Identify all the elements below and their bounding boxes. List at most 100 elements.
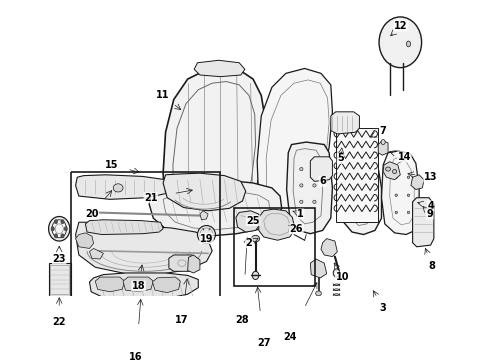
- Ellipse shape: [394, 176, 397, 179]
- Ellipse shape: [365, 208, 367, 210]
- Bar: [48, 263, 71, 296]
- Ellipse shape: [54, 234, 58, 238]
- Polygon shape: [257, 68, 332, 227]
- Text: 6: 6: [319, 176, 325, 186]
- Polygon shape: [383, 162, 400, 180]
- Ellipse shape: [312, 200, 315, 203]
- Ellipse shape: [407, 194, 409, 197]
- Bar: [71, 171, 219, 360]
- Ellipse shape: [352, 208, 354, 210]
- Text: 12: 12: [394, 21, 407, 31]
- Polygon shape: [76, 175, 168, 199]
- Text: 13: 13: [423, 172, 436, 182]
- Text: 11: 11: [155, 90, 169, 100]
- Polygon shape: [187, 255, 200, 273]
- Ellipse shape: [299, 200, 303, 203]
- Ellipse shape: [394, 211, 397, 213]
- Ellipse shape: [64, 227, 67, 231]
- Ellipse shape: [406, 41, 410, 47]
- Ellipse shape: [52, 220, 66, 238]
- Text: 7: 7: [379, 126, 386, 136]
- Text: 9: 9: [426, 209, 432, 219]
- Ellipse shape: [378, 17, 421, 68]
- Ellipse shape: [252, 271, 258, 279]
- Ellipse shape: [392, 170, 396, 174]
- Text: 24: 24: [283, 332, 296, 342]
- Polygon shape: [258, 209, 294, 240]
- Text: 4: 4: [427, 201, 433, 211]
- Ellipse shape: [197, 225, 215, 243]
- Polygon shape: [123, 277, 153, 292]
- Polygon shape: [163, 173, 245, 211]
- Ellipse shape: [251, 235, 259, 242]
- Ellipse shape: [407, 176, 409, 179]
- Text: 23: 23: [52, 254, 66, 264]
- Text: 10: 10: [335, 272, 348, 282]
- Polygon shape: [152, 277, 180, 293]
- Text: 8: 8: [428, 261, 435, 271]
- Text: 27: 27: [257, 338, 270, 348]
- Polygon shape: [310, 259, 326, 278]
- Ellipse shape: [299, 184, 303, 187]
- Polygon shape: [95, 277, 124, 292]
- Text: 28: 28: [235, 315, 249, 325]
- Polygon shape: [89, 248, 103, 259]
- Bar: [335, 128, 377, 222]
- Ellipse shape: [61, 234, 64, 238]
- Text: 25: 25: [246, 216, 259, 226]
- Text: 17: 17: [175, 315, 188, 325]
- Polygon shape: [377, 140, 387, 155]
- Ellipse shape: [365, 172, 367, 174]
- Polygon shape: [89, 273, 198, 300]
- Polygon shape: [410, 175, 423, 189]
- Ellipse shape: [91, 212, 96, 216]
- Bar: [234, 208, 315, 286]
- Text: 20: 20: [85, 209, 99, 219]
- Text: 22: 22: [52, 317, 66, 327]
- Text: 3: 3: [379, 303, 386, 313]
- Polygon shape: [76, 233, 93, 248]
- Polygon shape: [381, 151, 418, 234]
- Ellipse shape: [299, 167, 303, 171]
- Polygon shape: [412, 198, 433, 247]
- Bar: [50, 265, 69, 294]
- Ellipse shape: [380, 140, 385, 144]
- Ellipse shape: [315, 291, 321, 296]
- Text: 19: 19: [199, 234, 213, 244]
- Ellipse shape: [113, 184, 123, 192]
- Text: 15: 15: [104, 160, 118, 170]
- Text: 1: 1: [297, 209, 303, 219]
- Ellipse shape: [61, 220, 64, 224]
- Text: 26: 26: [289, 224, 303, 234]
- Polygon shape: [310, 157, 332, 181]
- Polygon shape: [330, 112, 359, 134]
- Polygon shape: [85, 220, 163, 234]
- Ellipse shape: [51, 227, 54, 231]
- Ellipse shape: [385, 167, 390, 171]
- Polygon shape: [76, 222, 212, 274]
- Polygon shape: [149, 180, 281, 236]
- Polygon shape: [194, 60, 244, 77]
- Text: 21: 21: [144, 193, 157, 203]
- Ellipse shape: [312, 184, 315, 187]
- Ellipse shape: [54, 220, 58, 224]
- Ellipse shape: [48, 216, 70, 241]
- Ellipse shape: [332, 269, 339, 277]
- Ellipse shape: [352, 190, 354, 192]
- Ellipse shape: [352, 172, 354, 174]
- Ellipse shape: [394, 194, 397, 197]
- Polygon shape: [200, 211, 208, 220]
- Polygon shape: [168, 255, 196, 271]
- Ellipse shape: [312, 167, 315, 171]
- Ellipse shape: [407, 211, 409, 213]
- Text: 18: 18: [131, 281, 145, 291]
- Polygon shape: [338, 144, 381, 234]
- Text: 5: 5: [337, 153, 343, 163]
- Polygon shape: [163, 68, 265, 229]
- Polygon shape: [320, 239, 337, 257]
- Polygon shape: [286, 142, 332, 234]
- Polygon shape: [235, 211, 260, 232]
- Text: 2: 2: [245, 238, 252, 248]
- Text: 14: 14: [397, 152, 410, 162]
- Text: 16: 16: [129, 352, 142, 360]
